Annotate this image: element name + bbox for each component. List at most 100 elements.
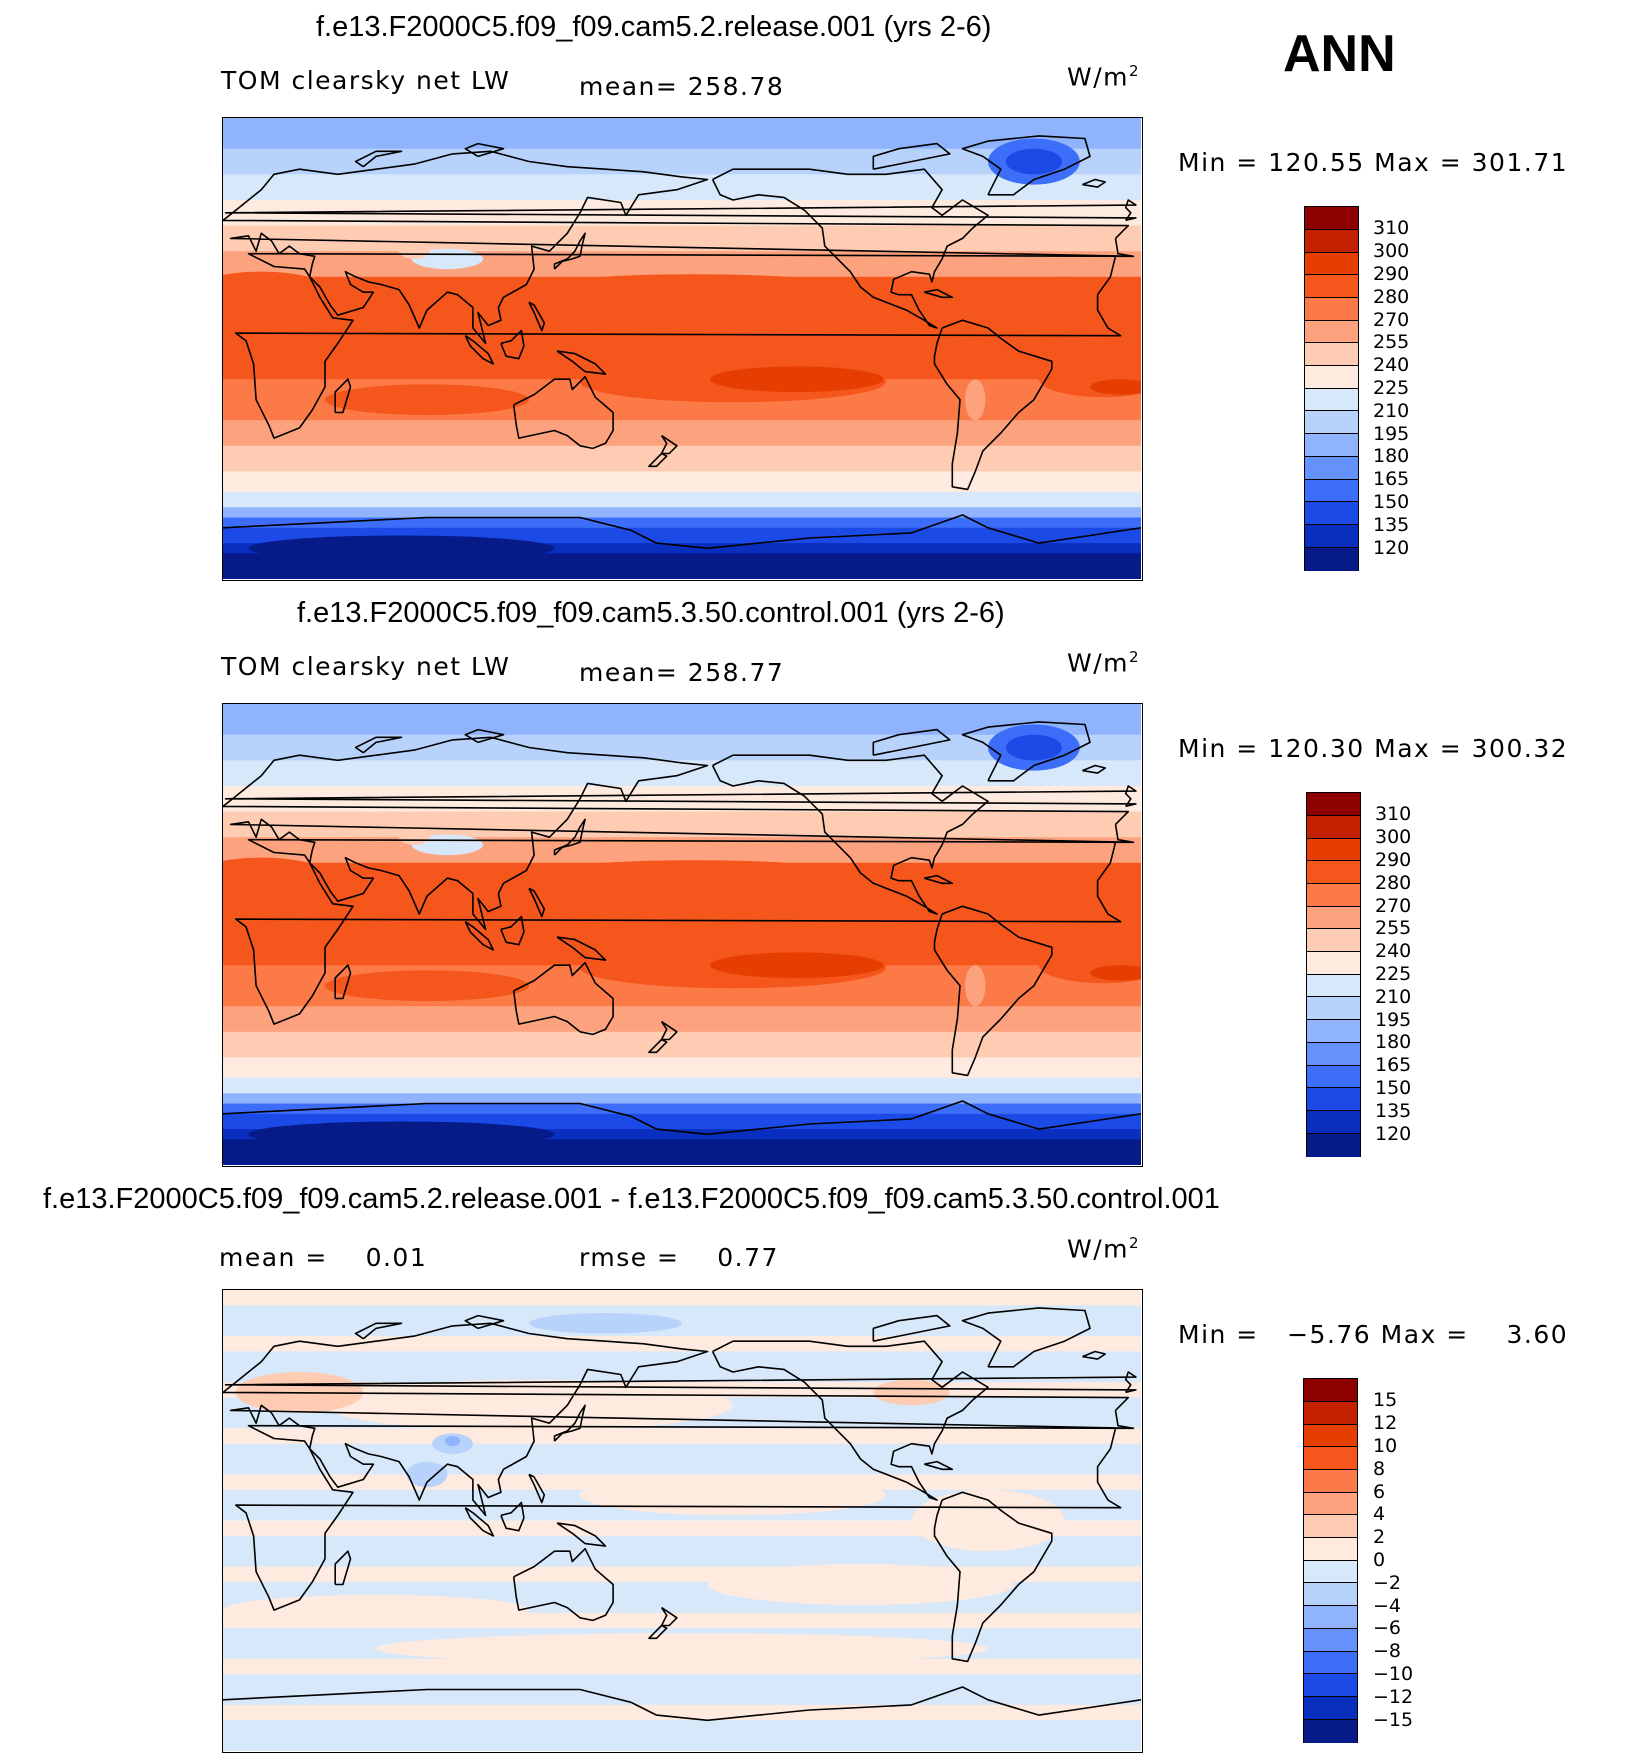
field-band [223,143,1141,150]
coastline [354,1322,403,1340]
colorbar-box [1307,793,1360,817]
field-band [223,153,1141,160]
coastline [553,818,586,856]
coastline [648,1038,668,1054]
coastline [224,199,1137,222]
coastline [553,1404,586,1442]
field-band [223,1113,1141,1120]
coastline [660,1020,678,1041]
field-blob [376,1633,988,1664]
coastline [961,721,1091,782]
colorbar-separator [1305,319,1358,321]
field-band [223,415,1141,421]
colorbar-box [1307,883,1360,907]
field-band [223,194,1141,201]
colorbar-tick-label: 12 [1373,1412,1398,1435]
field-band [223,1103,1141,1110]
field-blob [1000,862,1129,904]
colorbar-tick-label: −12 [1373,1685,1414,1708]
field-band [223,734,1141,741]
field-band [223,750,1141,756]
colorbar-tick-label: 0 [1373,1549,1386,1571]
coastline [334,964,352,1000]
colorbar-separator [1307,1041,1360,1043]
colorbar-separator [1305,251,1358,253]
field-band [223,425,1141,431]
colorbar-separator [1307,996,1360,998]
field-band [223,852,1141,859]
field-band [223,353,1141,360]
field-band [223,1083,1141,1089]
field-band [223,133,1141,139]
colorbar-box [1304,1696,1357,1720]
coastline [933,905,1053,1077]
colorbar-separator [1307,1109,1360,1111]
field-band [223,225,1141,232]
field-band [223,338,1141,344]
field-band [223,832,1141,838]
field-band [223,1735,1141,1751]
coastline [1082,764,1107,774]
panel-1-variable: TOM clearsky net LW [221,66,511,95]
coastline [500,915,525,946]
coastline [872,1314,951,1342]
coastline [354,736,403,754]
field-band [223,322,1141,329]
field-blob [325,384,529,416]
field-band [223,985,1141,992]
field-band [223,801,1141,807]
coastline [1082,178,1107,188]
colorbar-tick-label: 290 [1373,262,1410,285]
coastline [648,452,668,468]
colorbar-box [1305,433,1358,458]
panel-1-units: W/m2 [1067,62,1141,92]
field-blob [248,535,555,562]
colorbar-separator [1307,1087,1360,1089]
field-blob [223,1594,529,1626]
panel-3-mean: mean = 0.01 [219,1243,428,1272]
coastline [660,434,678,455]
field-band [223,420,1141,426]
coastline [500,329,525,360]
field-band [223,251,1141,257]
field-blob [529,1313,682,1334]
colorbar-tick-label: 165 [1375,1054,1412,1077]
field-band [223,199,1141,206]
colorbar-box [1307,815,1360,839]
field-band [223,210,1141,216]
colorbar-separator [1304,1514,1357,1516]
colorbar-separator [1307,814,1360,816]
coastline [464,1314,505,1330]
field-band [223,471,1141,478]
colorbar-tick-label: 120 [1375,1122,1412,1145]
colorbar-box [1305,388,1358,412]
field-band [223,527,1141,534]
colorbar-separator [1307,837,1360,839]
colorbar-separator [1307,883,1360,884]
coastline [224,785,1137,808]
colorbar-separator [1305,228,1358,230]
coastline [224,1371,1137,1394]
field-band [223,1093,1141,1099]
colorbar-box [1305,229,1358,253]
coastline [464,921,495,951]
field-band [223,1036,1141,1043]
field-band [223,215,1141,221]
colorbar-box [1304,1379,1357,1403]
colorbar-tick-label: 195 [1375,1008,1412,1031]
field-band [223,266,1141,273]
field-band [223,837,1141,843]
colorbar-separator [1304,1423,1357,1425]
colorbar-separator [1305,410,1358,412]
colorbar-separator [1304,1650,1357,1652]
field-band [223,1134,1141,1140]
colorbar-box [1304,1492,1357,1516]
field-band [223,445,1141,452]
field-band [223,739,1141,746]
field-band [223,456,1141,462]
coastline [223,150,1135,345]
coastline [924,1460,954,1471]
field-band [223,348,1141,355]
field-band [223,358,1141,365]
colorbar-tick-label: −15 [1373,1708,1414,1731]
